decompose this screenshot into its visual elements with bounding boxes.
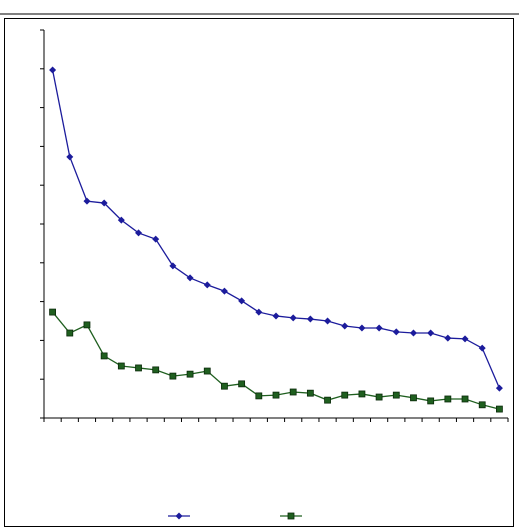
point (341, 322, 349, 330)
point (375, 393, 383, 401)
point (255, 392, 263, 400)
point (392, 328, 400, 336)
point (289, 388, 297, 396)
point (461, 395, 469, 403)
point (135, 364, 142, 372)
point (392, 391, 400, 399)
point (49, 66, 57, 74)
point (461, 335, 469, 343)
point (427, 397, 435, 405)
point (169, 262, 177, 270)
point (152, 366, 160, 374)
point (341, 391, 349, 399)
point (100, 199, 108, 207)
point (272, 312, 280, 320)
point (324, 317, 332, 325)
point (83, 197, 91, 205)
point (358, 390, 366, 398)
point (203, 281, 211, 289)
point (100, 352, 108, 360)
point (117, 362, 125, 370)
point (478, 401, 486, 409)
point (203, 367, 211, 375)
point (289, 314, 297, 322)
point (324, 396, 331, 404)
point (221, 382, 228, 390)
point (444, 395, 452, 403)
point (272, 391, 280, 399)
point (169, 372, 177, 380)
point (410, 394, 417, 402)
point (66, 329, 74, 337)
point (444, 334, 452, 342)
point (287, 512, 295, 520)
point (238, 297, 246, 305)
point (49, 308, 56, 316)
point (186, 370, 194, 378)
point (186, 274, 194, 282)
point (66, 153, 74, 161)
point (409, 329, 417, 337)
point (306, 315, 314, 323)
point (375, 324, 383, 332)
point (427, 329, 435, 337)
point (306, 389, 314, 397)
point (478, 344, 486, 352)
point (255, 308, 263, 316)
point (135, 229, 143, 237)
point (220, 287, 228, 295)
point (358, 324, 366, 332)
point (83, 321, 91, 329)
point (175, 512, 183, 520)
point (117, 216, 125, 224)
point (496, 405, 503, 413)
series-line (51, 69, 501, 389)
point (495, 384, 503, 392)
chart-frame (4, 18, 514, 527)
point (152, 235, 160, 243)
point (238, 380, 246, 388)
